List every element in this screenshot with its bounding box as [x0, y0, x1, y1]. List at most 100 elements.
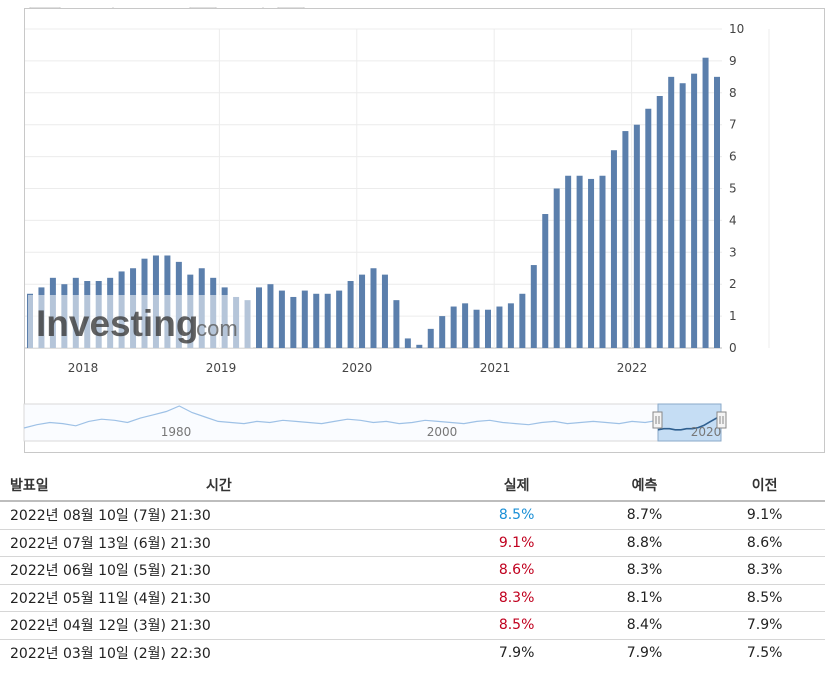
watermark-brand: Investing — [36, 303, 198, 344]
x-tick-label: 2018 — [68, 361, 99, 375]
bar[interactable] — [485, 309, 491, 348]
bar[interactable] — [439, 316, 446, 348]
bar[interactable] — [347, 281, 354, 348]
bar[interactable] — [668, 76, 675, 348]
row-actual: 8.3% — [448, 584, 585, 612]
x-tick-label: 2022 — [617, 361, 648, 375]
navigator-label-1980: 1980 — [161, 425, 192, 439]
bar[interactable] — [530, 265, 537, 348]
row-date-time: 2022년 04월 12일 (3월) 21:30 — [0, 611, 449, 640]
bar[interactable] — [336, 290, 343, 348]
row-date: 2022년 07월 13일 (6월) — [10, 535, 166, 552]
table-row: 2022년 04월 12일 (3월) 21:30 8.5% 8.4% 7.9% — [0, 611, 825, 640]
bar[interactable] — [416, 344, 423, 348]
row-previous: 9.1% — [704, 501, 825, 530]
navigator-handle-right[interactable] — [716, 411, 727, 429]
row-time: 21:30 — [170, 618, 211, 635]
bar[interactable] — [645, 108, 652, 348]
navigator-handle-left[interactable] — [652, 411, 663, 429]
row-date-time: 2022년 03월 10일 (2월) 22:30 — [0, 639, 449, 666]
bar[interactable] — [599, 175, 606, 348]
bar[interactable] — [301, 290, 308, 348]
bar[interactable] — [256, 287, 262, 348]
bar[interactable] — [370, 268, 377, 348]
row-actual: 7.9% — [498, 644, 535, 661]
header-previous: 이전 — [704, 470, 825, 502]
row-forecast: 8.7% — [584, 501, 705, 530]
x-axis-labels: 2018 2019 2020 2021 2022 — [68, 361, 648, 375]
bar[interactable] — [381, 274, 388, 348]
range-navigator[interactable]: 1980 2000 2020 — [23, 403, 727, 442]
header-actual: 실제 — [448, 470, 585, 502]
bar[interactable] — [576, 175, 583, 348]
watermark-backdrop — [28, 295, 253, 348]
y-tick-label: 3 — [729, 245, 737, 259]
bar[interactable] — [496, 306, 503, 348]
row-date: 2022년 04월 12일 (3월) — [10, 618, 166, 635]
bar[interactable] — [278, 290, 285, 348]
y-tick-label: 4 — [729, 213, 737, 227]
bar[interactable] — [565, 175, 572, 348]
header-date: 발표일 — [0, 470, 196, 502]
table-row: 2022년 03월 10일 (2월) 22:30 7.9% 7.9% 7.5% — [0, 639, 825, 666]
y-axis-labels: 0 1 2 3 4 5 6 7 8 9 10 — [729, 22, 744, 355]
row-date-time: 2022년 06월 10일 (5월) 21:30 — [0, 556, 449, 585]
row-date: 2022년 05월 11일 (4월) — [10, 590, 166, 607]
row-time: 21:30 — [170, 535, 211, 552]
navigator-selected-line — [657, 414, 722, 431]
y-tick-label: 0 — [729, 341, 737, 355]
row-previous: 8.6% — [704, 529, 825, 557]
bar[interactable] — [313, 293, 320, 348]
bar[interactable] — [450, 306, 457, 348]
bar[interactable] — [702, 57, 709, 349]
bar[interactable] — [691, 73, 698, 348]
row-actual: 9.1% — [448, 529, 585, 557]
x-tick-label: 2019 — [206, 361, 237, 375]
bar[interactable] — [427, 328, 434, 348]
y-tick-label: 1 — [729, 309, 737, 323]
row-date: 2022년 06월 10일 (5월) — [10, 563, 166, 580]
bar[interactable] — [462, 303, 469, 348]
bar[interactable] — [542, 214, 549, 348]
bar[interactable] — [324, 293, 331, 348]
bar[interactable] — [404, 338, 411, 348]
watermark-suffix: .com — [190, 316, 238, 341]
bar[interactable] — [588, 178, 595, 348]
row-previous: 7.9% — [704, 611, 825, 640]
row-forecast: 7.9% — [626, 644, 663, 661]
y-tick-label: 8 — [729, 86, 737, 100]
row-actual: 8.6% — [448, 556, 585, 585]
table-row: 2022년 08월 10일 (7월) 21:30 8.5% 8.7% 9.1% — [0, 501, 825, 530]
row-time: 21:30 — [170, 590, 211, 607]
y-tick-label: 6 — [729, 150, 737, 164]
bar[interactable] — [656, 95, 663, 349]
row-previous: 8.3% — [704, 556, 825, 585]
row-date-time: 2022년 05월 11일 (4월) 21:30 — [0, 584, 449, 612]
y-tick-label: 2 — [729, 277, 737, 291]
y-tick-label: 5 — [729, 182, 737, 196]
navigator-label-2020: 2020 — [691, 425, 722, 439]
bar[interactable] — [267, 284, 274, 348]
table-row: 2022년 05월 11일 (4월) 21:30 8.3% 8.1% 8.5% — [0, 584, 825, 612]
bar[interactable] — [679, 83, 686, 348]
header-forecast: 예측 — [584, 470, 705, 502]
bar[interactable] — [290, 296, 297, 348]
row-actual: 8.5% — [448, 611, 585, 640]
bar[interactable] — [553, 188, 560, 349]
row-previous: 7.5% — [746, 644, 783, 661]
navigator-label-2000: 2000 — [427, 425, 458, 439]
bar[interactable] — [393, 300, 400, 348]
bar[interactable] — [622, 131, 629, 348]
row-forecast: 8.4% — [584, 611, 705, 640]
bar[interactable] — [714, 76, 720, 348]
bar[interactable] — [633, 124, 640, 348]
bar[interactable] — [507, 303, 514, 348]
row-time: 21:30 — [170, 508, 211, 525]
bar[interactable] — [359, 274, 366, 348]
bar[interactable] — [473, 309, 480, 348]
bar[interactable] — [519, 293, 526, 348]
history-table: 발표일 시간 실제 예측 이전 2022년 08월 10일 (7월) 21:30… — [0, 470, 825, 666]
bar[interactable] — [610, 150, 617, 348]
row-date-time: 2022년 08월 10일 (7월) 21:30 — [0, 501, 449, 530]
table-header-row: 발표일 시간 실제 예측 이전 — [0, 470, 825, 502]
